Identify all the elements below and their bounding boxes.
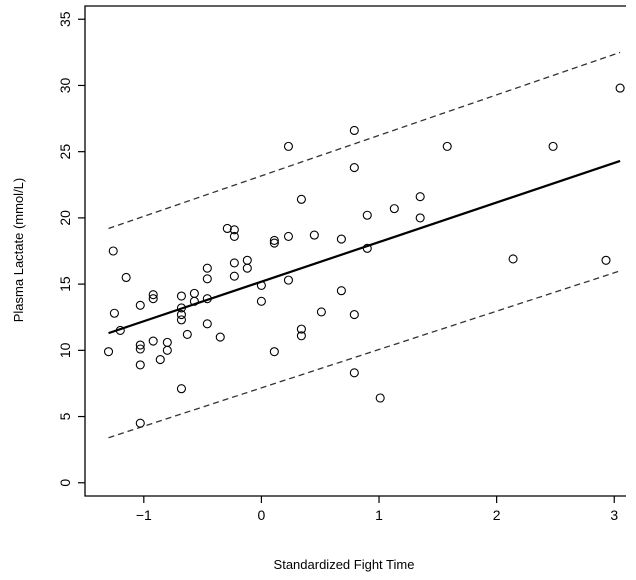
data-point <box>415 192 425 202</box>
y-tick-label: 10 <box>57 342 73 358</box>
data-point <box>242 255 252 265</box>
data-point <box>135 340 145 350</box>
data-point <box>389 204 399 214</box>
x-tick-label: 1 <box>375 507 383 523</box>
data-point <box>336 286 346 296</box>
data-point <box>349 125 359 136</box>
data-point <box>202 319 212 329</box>
data-point <box>202 263 212 273</box>
data-point <box>269 235 279 245</box>
data-point <box>309 230 319 240</box>
data-point <box>349 368 359 378</box>
data-point <box>316 307 326 317</box>
x-tick-label: 0 <box>258 507 266 523</box>
x-tick-label: −1 <box>136 507 152 523</box>
data-point <box>615 83 625 93</box>
y-axis-title: Plasma Lactate (mmol/L) <box>11 178 26 323</box>
data-point <box>229 271 239 281</box>
data-point <box>148 290 158 300</box>
regression-lines <box>108 51 621 439</box>
data-point <box>121 272 131 283</box>
data-point <box>135 418 145 428</box>
data-point <box>336 234 346 244</box>
y-tick-label: 0 <box>57 479 73 487</box>
data-point <box>349 310 359 320</box>
data-point <box>103 347 114 357</box>
data-point <box>256 280 266 290</box>
data-point <box>269 347 279 357</box>
data-point <box>115 325 125 336</box>
x-tick-label: 3 <box>610 507 618 523</box>
x-tick-label: 2 <box>493 507 501 523</box>
data-point <box>362 210 372 220</box>
y-tick-label: 5 <box>57 412 73 420</box>
data-point <box>135 300 145 310</box>
plot-area <box>84 5 626 497</box>
y-tick-label: 30 <box>57 77 73 93</box>
data-point <box>215 332 225 342</box>
data-point <box>176 315 186 325</box>
y-tick-label: 25 <box>57 144 73 160</box>
data-point <box>242 263 252 273</box>
data-point <box>202 294 212 304</box>
data-point <box>162 345 172 355</box>
y-tick-label: 20 <box>57 210 73 226</box>
data-point <box>189 296 199 306</box>
y-axis: 0 5 10 15 20 25 30 35 <box>57 11 85 487</box>
y-tick-label: 15 <box>57 276 73 292</box>
data-point <box>202 274 212 284</box>
data-point <box>108 246 118 256</box>
data-point <box>296 194 306 204</box>
data-point <box>375 393 385 403</box>
data-point <box>135 344 145 354</box>
data-point <box>283 141 294 151</box>
data-point <box>362 243 372 253</box>
y-tick-label: 35 <box>57 11 73 27</box>
x-axis-title: Standardized Fight Time <box>274 557 415 572</box>
data-points <box>103 83 625 428</box>
data-point <box>222 223 232 234</box>
data-point <box>269 238 279 248</box>
data-point <box>109 308 119 318</box>
data-point <box>415 213 425 223</box>
data-point <box>296 324 306 334</box>
data-point <box>182 329 192 339</box>
data-point <box>283 275 294 285</box>
data-point <box>189 288 199 298</box>
data-point <box>162 337 172 347</box>
data-point <box>442 141 452 151</box>
data-point <box>296 331 306 341</box>
data-point <box>229 258 239 268</box>
data-point <box>148 294 158 304</box>
data-point <box>155 355 165 365</box>
plot-frame <box>84 5 626 497</box>
data-point <box>349 163 359 173</box>
x-axis: −1 0 1 2 3 <box>136 496 618 523</box>
upper-prediction-band <box>108 51 621 230</box>
data-point <box>548 141 558 151</box>
data-point <box>176 291 186 301</box>
data-point <box>148 336 158 346</box>
regression-line <box>108 159 621 335</box>
data-point <box>601 255 611 265</box>
data-point <box>135 360 145 370</box>
data-point <box>256 296 266 306</box>
data-point <box>229 225 239 235</box>
data-point <box>176 384 186 394</box>
data-point <box>283 231 294 241</box>
data-point <box>176 303 186 313</box>
data-point <box>229 231 239 241</box>
data-point <box>176 310 186 320</box>
data-point <box>508 254 518 264</box>
